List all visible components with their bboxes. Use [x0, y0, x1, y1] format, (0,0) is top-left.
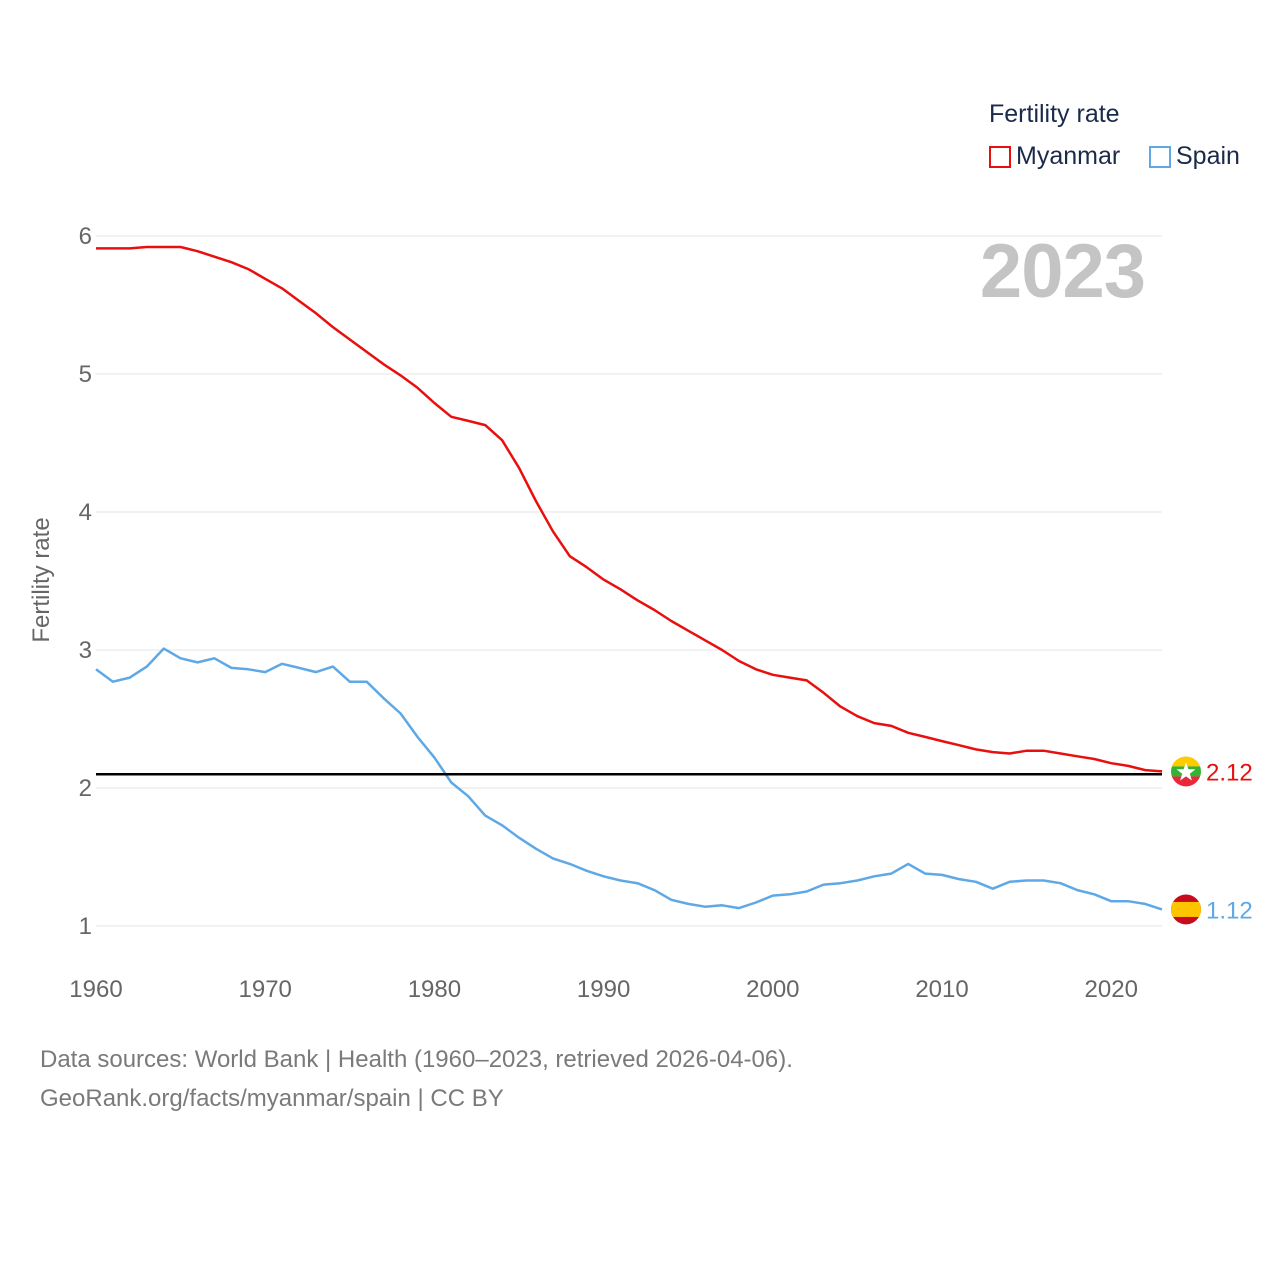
y-axis-ticks: 1 2 3 4 5 6: [79, 223, 92, 940]
spain-flag-icon: [1171, 894, 1201, 925]
legend-label-myanmar: Myanmar: [1016, 142, 1121, 170]
x-tick-label: 2010: [915, 976, 968, 1003]
end-value-label-spain: 1.12: [1206, 897, 1253, 924]
url-line[interactable]: GeoRank.org/facts/myanmar/spain | CC BY: [40, 1085, 504, 1112]
series-line-myanmar: [96, 245, 1163, 773]
series-end-markers: 2.12 1.12: [1171, 756, 1253, 925]
x-tick-label: 2000: [746, 976, 799, 1003]
myanmar-flag-icon: [1171, 756, 1201, 787]
series-line-spain: [95, 647, 1163, 911]
legend-title: Fertility rate: [989, 100, 1120, 128]
legend-swatch-myanmar: [989, 145, 1011, 168]
year-label: 2023: [979, 229, 1146, 314]
legend-item-spain[interactable]: Spain: [1149, 142, 1240, 171]
legend-item-myanmar[interactable]: Myanmar: [989, 142, 1120, 171]
y-tick-label: 2: [79, 775, 92, 802]
end-value-label-myanmar: 2.12: [1206, 759, 1253, 786]
y-tick-label: 1: [79, 913, 92, 940]
x-tick-label: 1970: [239, 976, 292, 1003]
gridlines: [96, 235, 1162, 927]
x-tick-label: 1990: [577, 976, 630, 1003]
legend-label-spain: Spain: [1176, 142, 1240, 170]
x-tick-label: 1980: [408, 976, 461, 1003]
y-axis-label: Fertility rate: [28, 517, 55, 643]
x-tick-label: 2020: [1085, 976, 1138, 1003]
x-tick-label: 1960: [69, 976, 122, 1003]
legend-swatch-spain: [1149, 145, 1171, 168]
series-lines: [95, 245, 1163, 911]
source-line: Data sources: World Bank | Health (1960–…: [40, 1046, 793, 1073]
y-tick-label: 5: [79, 361, 92, 388]
y-tick-label: 6: [79, 223, 92, 250]
y-tick-label: 4: [79, 499, 92, 526]
y-tick-label: 3: [79, 637, 92, 664]
x-axis-ticks: 1960 1970 1980 1990 2000 2010 2020: [69, 976, 1138, 1003]
